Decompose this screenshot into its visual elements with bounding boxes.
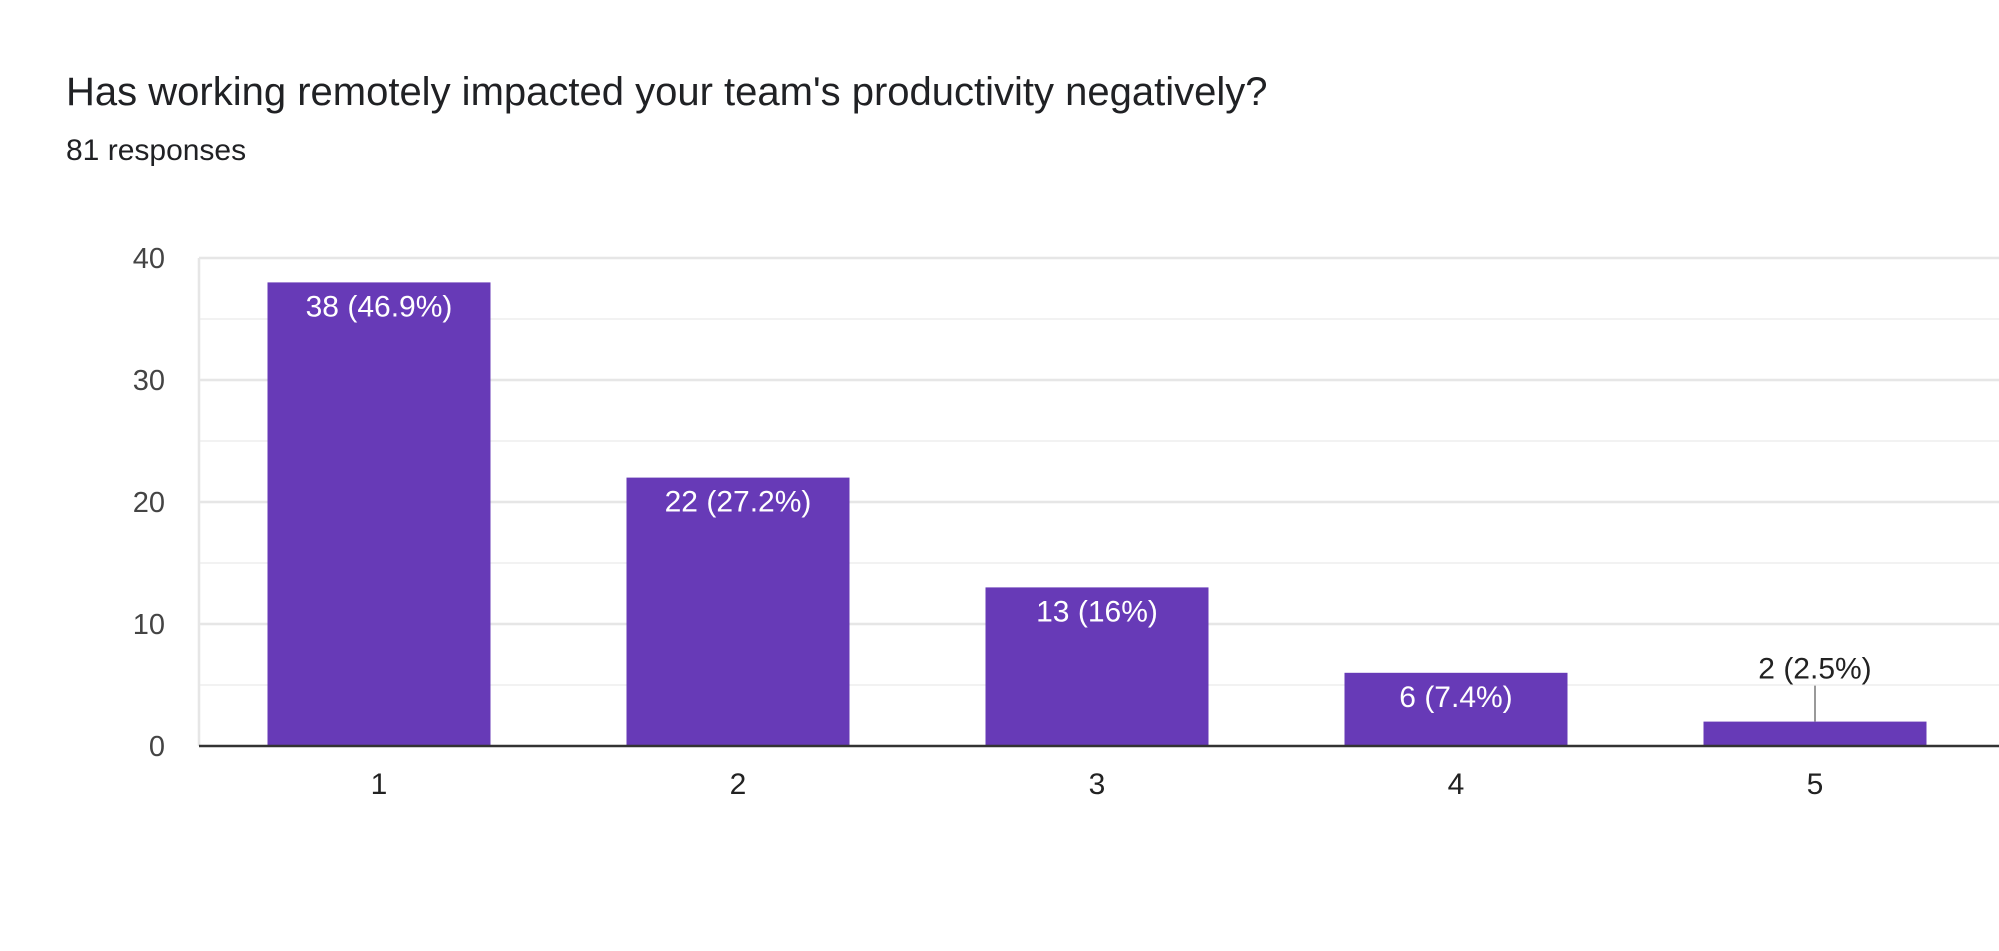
grid-lines (197, 256, 1999, 746)
data-label: 22 (27.2%) (665, 486, 812, 519)
x-tick-label: 1 (371, 768, 388, 801)
data-labels: 38 (46.9%) 22 (27.2%) 13 (16%) 6 (7.4%) 2 (2… (306, 290, 1872, 722)
bar-5 (1703, 721, 1927, 746)
bar-2 (626, 477, 850, 746)
y-tick-label: 20 (133, 487, 165, 519)
bar-3 (985, 587, 1209, 746)
data-label: 6 (7.4%) (1399, 681, 1512, 714)
data-label: 2 (2.5%) (1758, 653, 1871, 686)
bar-1 (267, 282, 491, 746)
y-tick-label: 10 (133, 609, 165, 641)
x-tick-label: 4 (1448, 768, 1465, 801)
bars (267, 282, 1927, 746)
x-tick-label: 5 (1807, 768, 1824, 801)
x-tick-label: 2 (730, 768, 747, 801)
x-tick-label: 3 (1089, 768, 1106, 801)
bar-4 (1344, 672, 1568, 746)
data-label: 38 (46.9%) (306, 290, 453, 323)
response-count: 81 responses (66, 134, 247, 167)
data-label: 13 (16%) (1036, 595, 1158, 628)
y-tick-label: 30 (133, 365, 165, 397)
y-tick-label: 40 (133, 243, 165, 275)
chart-title: Has working remotely impacted your team'… (66, 70, 1268, 114)
y-tick-label: 0 (149, 731, 165, 763)
axes: 0 10 20 30 40 1 2 3 4 5 (133, 243, 1999, 801)
